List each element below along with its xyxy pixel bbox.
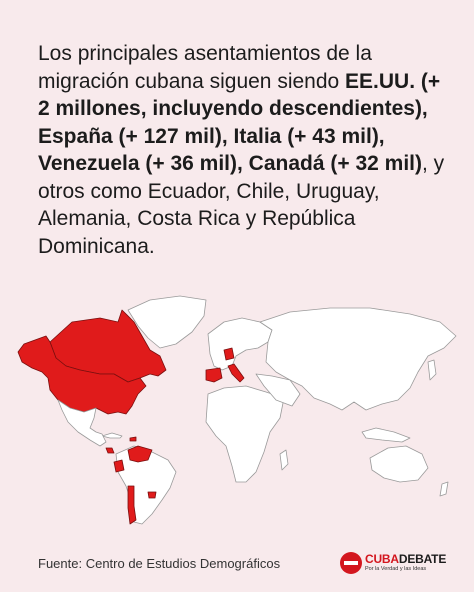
middle-east bbox=[255, 373, 301, 407]
intro-text: Los principales asentamientos de la migr… bbox=[38, 40, 448, 260]
world-map bbox=[17, 295, 457, 525]
new-zealand bbox=[439, 481, 449, 497]
intro-highlight: EE.UU. (+ 2 millones, incluyendo descend… bbox=[38, 69, 441, 176]
cubadebate-logo: CUBADEBATE Por la Verdad y las Ideas bbox=[340, 550, 446, 576]
usa bbox=[17, 335, 147, 415]
intro-part-2: , y otros como Ecuador, Chile, Uruguay, … bbox=[38, 152, 445, 258]
germany bbox=[223, 347, 235, 361]
logo-tagline: Por la Verdad y las Ideas bbox=[365, 566, 427, 573]
dominican-republic bbox=[129, 436, 137, 442]
greenland bbox=[127, 295, 207, 349]
logo-name: CUBADEBATE bbox=[365, 553, 446, 565]
madagascar bbox=[279, 449, 289, 471]
europe bbox=[207, 317, 273, 371]
africa bbox=[205, 385, 285, 483]
costa-rica bbox=[105, 447, 115, 454]
south-america bbox=[115, 445, 177, 525]
venezuela bbox=[127, 445, 153, 463]
intro-part-1: Los principales asentamientos de la migr… bbox=[38, 42, 372, 93]
logo-name-part2: DEBATE bbox=[398, 552, 447, 567]
logo-text: CUBADEBATE Por la Verdad y las Ideas bbox=[365, 553, 446, 573]
cuba bbox=[101, 432, 123, 439]
uruguay bbox=[147, 491, 157, 499]
italy bbox=[227, 363, 245, 383]
mexico bbox=[57, 399, 107, 447]
indonesia bbox=[361, 427, 411, 443]
logo-name-part1: CUBA bbox=[365, 552, 399, 567]
asia bbox=[259, 307, 457, 411]
spain bbox=[205, 367, 223, 383]
japan bbox=[427, 359, 437, 381]
ecuador bbox=[113, 459, 125, 473]
cubadebate-logo-icon bbox=[340, 552, 362, 574]
source-note: Fuente: Centro de Estudios Demográficos bbox=[38, 556, 281, 571]
australia bbox=[369, 445, 429, 483]
chile bbox=[127, 485, 137, 525]
